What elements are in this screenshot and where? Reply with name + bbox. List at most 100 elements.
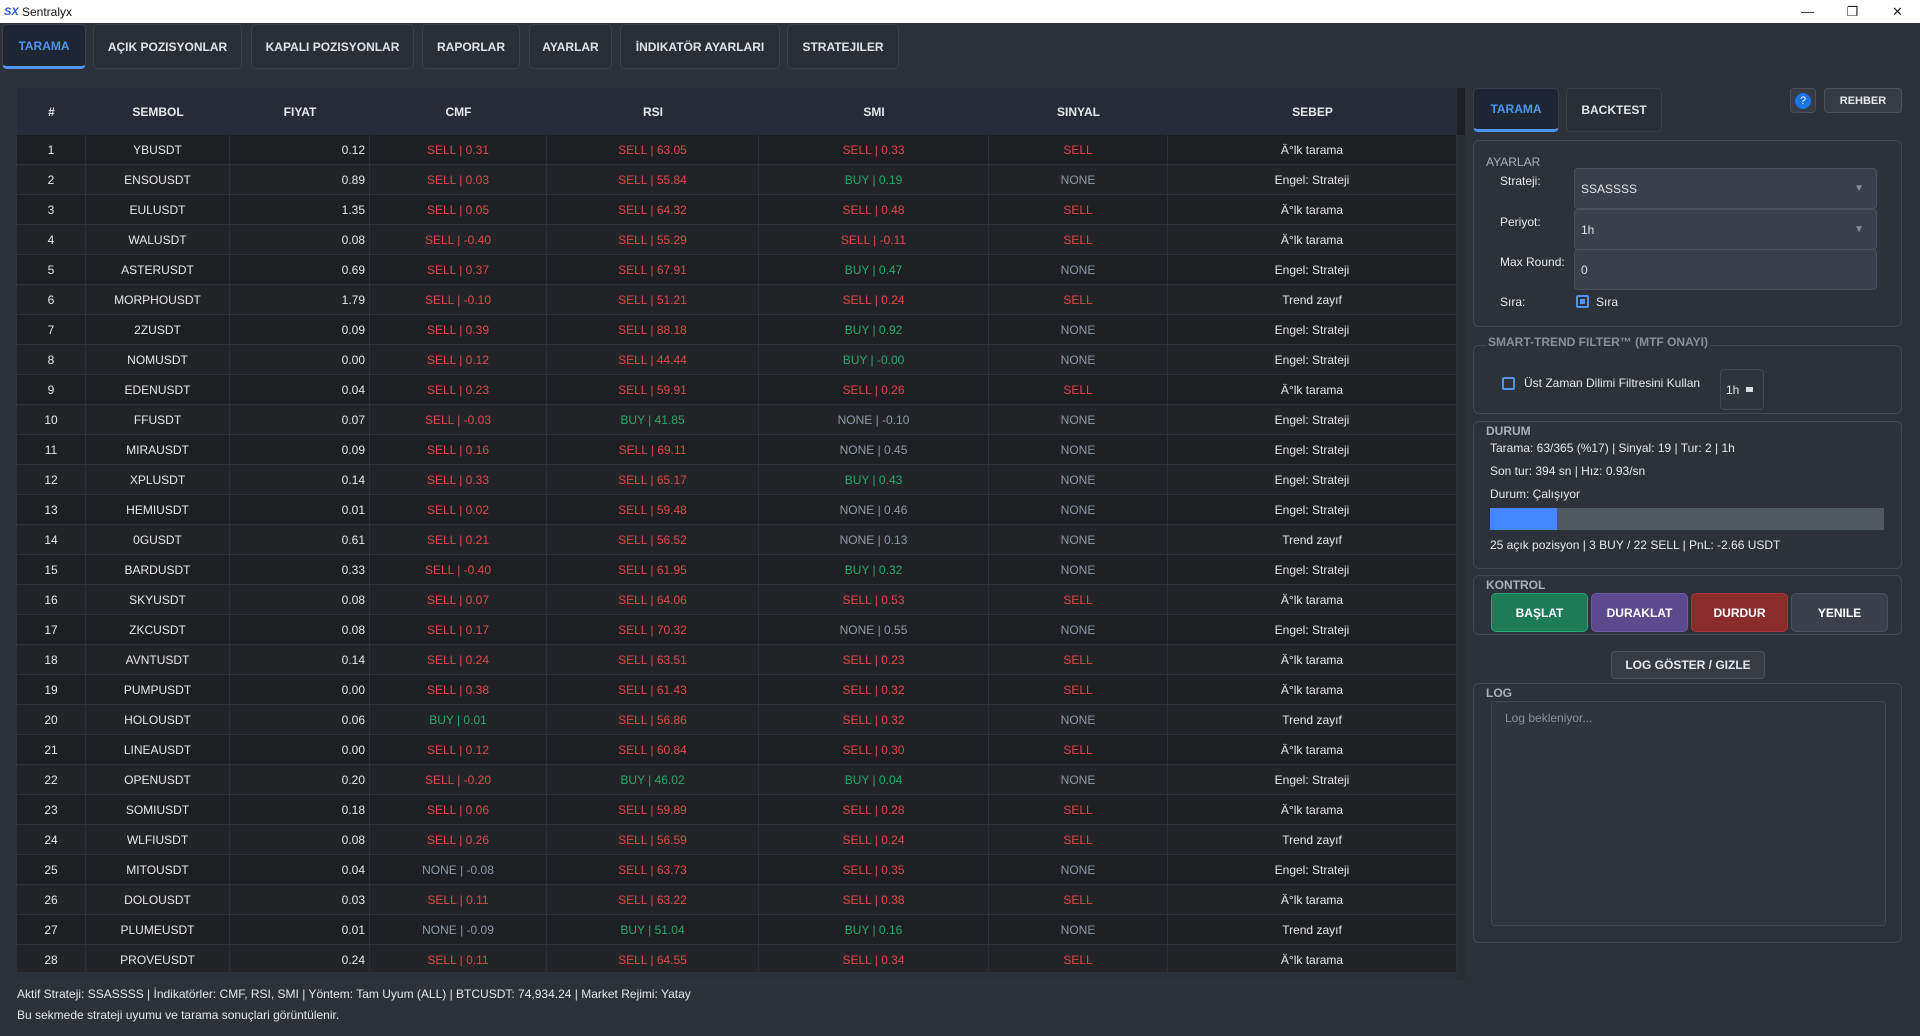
tab-tarama[interactable]: TARAMA — [2, 24, 86, 69]
column-header[interactable]: RSI — [642, 104, 663, 119]
minimize-button[interactable]: — — [1801, 4, 1814, 19]
cell-signal: NONE — [989, 315, 1168, 344]
cell-signal: SELL — [989, 675, 1168, 704]
cell-price: 0.08 — [230, 615, 370, 644]
tab-raporlar[interactable]: RAPORLAR — [422, 24, 520, 69]
tab-acik-pozisyonlar[interactable]: AÇIK POZISYONLAR — [93, 24, 242, 69]
side-tab-tarama[interactable]: TARAMA — [1473, 88, 1559, 132]
cell-price: 0.09 — [230, 435, 370, 464]
pause-button[interactable]: DURAKLAT — [1591, 593, 1688, 632]
cell-index: 1 — [17, 135, 86, 164]
table-row[interactable]: 20 HOLOUSDT 0.06 BUY | 0.01 SELL | 56.86 SELL… — [17, 705, 1457, 735]
cell-cmf: SELL | 0.21 — [370, 525, 547, 554]
column-header[interactable]: SEMBOL — [132, 104, 184, 119]
cell-signal: SELL — [989, 375, 1168, 404]
period-select[interactable]: 1h ▼ — [1574, 209, 1877, 250]
tab-ayarlar[interactable]: AYARLAR — [529, 24, 612, 69]
column-header[interactable]: FIYAT — [283, 104, 317, 119]
restore-button[interactable]: ❐ — [1846, 3, 1859, 19]
start-button[interactable]: BAŞLAT — [1491, 593, 1588, 632]
table-row[interactable]: 24 WLFIUSDT 0.08 SELL | 0.26 SELL | 56.59 SEL… — [17, 825, 1457, 855]
table-row[interactable]: 9 EDENUSDT 0.04 SELL | 0.23 SELL | 59.91 SELL… — [17, 375, 1457, 405]
cell-index: 18 — [17, 645, 86, 674]
cell-cmf: SELL | 0.38 — [370, 675, 547, 704]
table-row[interactable]: 10 FFUSDT 0.07 SELL | -0.03 BUY | 41.85 NONE … — [17, 405, 1457, 435]
log-toggle-button[interactable]: LOG GÖSTER / GIZLE — [1611, 651, 1765, 679]
mtf-checkbox[interactable] — [1502, 377, 1515, 390]
horizontal-scrollbar[interactable] — [17, 972, 1457, 980]
cell-signal: SELL — [989, 885, 1168, 914]
cell-signal: NONE — [989, 345, 1168, 374]
cell-index: 12 — [17, 465, 86, 494]
cell-symbol: EULUSDT — [86, 195, 230, 224]
cell-cmf: NONE | -0.09 — [370, 915, 547, 944]
cell-signal: SELL — [989, 825, 1168, 854]
table-row[interactable]: 13 HEMIUSDT 0.01 SELL | 0.02 SELL | 59.48 NON… — [17, 495, 1457, 525]
table-row[interactable]: 25 MITOUSDT 0.04 NONE | -0.08 SELL | 63.73 SE… — [17, 855, 1457, 885]
cell-signal: NONE — [989, 915, 1168, 944]
cell-index: 17 — [17, 615, 86, 644]
table-row[interactable]: 19 PUMPUSDT 0.00 SELL | 0.38 SELL | 61.43 SEL… — [17, 675, 1457, 705]
cell-rsi: SELL | 44.44 — [547, 345, 759, 374]
tab-stratejiler[interactable]: STRATEJILER — [787, 24, 899, 69]
table-row[interactable]: 1 YBUSDT 0.12 SELL | 0.31 SELL | 63.05 SELL |… — [17, 135, 1457, 165]
guide-button[interactable]: REHBER — [1824, 88, 1902, 113]
table-row[interactable]: 23 SOMIUSDT 0.18 SELL | 0.06 SELL | 59.89 SEL… — [17, 795, 1457, 825]
column-header[interactable]: SEBEP — [1292, 104, 1333, 119]
column-header[interactable]: SMI — [863, 104, 885, 119]
cell-reason: Engel: Strateji — [1168, 495, 1457, 524]
cell-signal: SELL — [989, 645, 1168, 674]
cell-price: 0.04 — [230, 855, 370, 884]
cell-price: 0.00 — [230, 345, 370, 374]
refresh-button[interactable]: YENILE — [1791, 593, 1888, 632]
cell-smi: NONE | -0.10 — [759, 405, 989, 434]
cell-price: 0.03 — [230, 885, 370, 914]
column-header[interactable]: CMF — [445, 104, 472, 119]
table-row[interactable]: 21 LINEAUSDT 0.00 SELL | 0.12 SELL | 60.84 SE… — [17, 735, 1457, 765]
log-textarea[interactable]: Log bekleniyor... — [1491, 701, 1886, 926]
mtf-timeframe-select[interactable]: 1h — [1720, 369, 1764, 410]
table-row[interactable]: 6 MORPHOUSDT 1.79 SELL | -0.10 SELL | 51.21 S… — [17, 285, 1457, 315]
max-round-input[interactable]: 0 — [1574, 249, 1877, 290]
table-row[interactable]: 16 SKYUSDT 0.08 SELL | 0.07 SELL | 64.06 SELL… — [17, 585, 1457, 615]
table-row[interactable]: 8 NOMUSDT 0.00 SELL | 0.12 SELL | 44.44 BUY |… — [17, 345, 1457, 375]
close-button[interactable]: ✕ — [1892, 3, 1903, 19]
table-row[interactable]: 22 OPENUSDT 0.20 SELL | -0.20 BUY | 46.02 BUY… — [17, 765, 1457, 795]
cell-price: 0.00 — [230, 675, 370, 704]
column-header[interactable]: SINYAL — [1057, 104, 1100, 119]
cell-signal: SELL — [989, 285, 1168, 314]
table-row[interactable]: 2 ENSOUSDT 0.89 SELL | 0.03 SELL | 55.84 BUY … — [17, 165, 1457, 195]
order-checkbox[interactable] — [1576, 295, 1589, 308]
cell-rsi: SELL | 61.43 — [547, 675, 759, 704]
table-row[interactable]: 17 ZKCUSDT 0.08 SELL | 0.17 SELL | 70.32 NONE… — [17, 615, 1457, 645]
cell-symbol: ASTERUSDT — [86, 255, 230, 284]
table-row[interactable]: 27 PLUMEUSDT 0.01 NONE | -0.09 BUY | 51.04 BU… — [17, 915, 1457, 945]
tab-kapali-pozisyonlar[interactable]: KAPALI POZISYONLAR — [251, 24, 414, 69]
table-row[interactable]: 28 PROVEUSDT 0.24 SELL | 0.11 SELL | 64.55 SE… — [17, 945, 1457, 975]
table-row[interactable]: 7 2ZUSDT 0.09 SELL | 0.39 SELL | 88.18 BUY | … — [17, 315, 1457, 345]
cell-rsi: SELL | 65.17 — [547, 465, 759, 494]
cell-signal: SELL — [989, 585, 1168, 614]
cell-price: 0.08 — [230, 225, 370, 254]
strategy-select[interactable]: SSASSSS ▼ — [1574, 168, 1877, 209]
table-row[interactable]: 26 DOLOUSDT 0.03 SELL | 0.11 SELL | 63.22 SEL… — [17, 885, 1457, 915]
cell-cmf: SELL | -0.20 — [370, 765, 547, 794]
table-row[interactable]: 15 BARDUSDT 0.33 SELL | -0.40 SELL | 61.95 BU… — [17, 555, 1457, 585]
table-row[interactable]: 5 ASTERUSDT 0.69 SELL | 0.37 SELL | 67.91 BUY… — [17, 255, 1457, 285]
table-row[interactable]: 4 WALUSDT 0.08 SELL | -0.40 SELL | 55.29 SELL… — [17, 225, 1457, 255]
table-row[interactable]: 14 0GUSDT 0.61 SELL | 0.21 SELL | 56.52 NONE … — [17, 525, 1457, 555]
table-row[interactable]: 11 MIRAUSDT 0.09 SELL | 0.16 SELL | 69.11 NON… — [17, 435, 1457, 465]
tab-indikator-ayarlari[interactable]: İNDIKATÖR AYARLARI — [620, 24, 780, 69]
cell-smi: BUY | 0.43 — [759, 465, 989, 494]
table-row[interactable]: 12 XPLUSDT 0.14 SELL | 0.33 SELL | 65.17 BUY … — [17, 465, 1457, 495]
stop-button[interactable]: DURDUR — [1691, 593, 1788, 632]
table-row[interactable]: 3 EULUSDT 1.35 SELL | 0.05 SELL | 64.32 SELL … — [17, 195, 1457, 225]
help-button[interactable]: ? — [1790, 88, 1816, 113]
cell-index: 9 — [17, 375, 86, 404]
column-header[interactable]: # — [48, 104, 55, 119]
cell-price: 0.12 — [230, 135, 370, 164]
table-row[interactable]: 18 AVNTUSDT 0.14 SELL | 0.24 SELL | 63.51 SEL… — [17, 645, 1457, 675]
scan-status: Tarama: 63/365 (%17) | Sinyal: 19 | Tur:… — [1490, 441, 1735, 455]
side-tab-backtest[interactable]: BACKTEST — [1566, 88, 1662, 132]
vertical-scrollbar[interactable] — [1457, 135, 1465, 980]
